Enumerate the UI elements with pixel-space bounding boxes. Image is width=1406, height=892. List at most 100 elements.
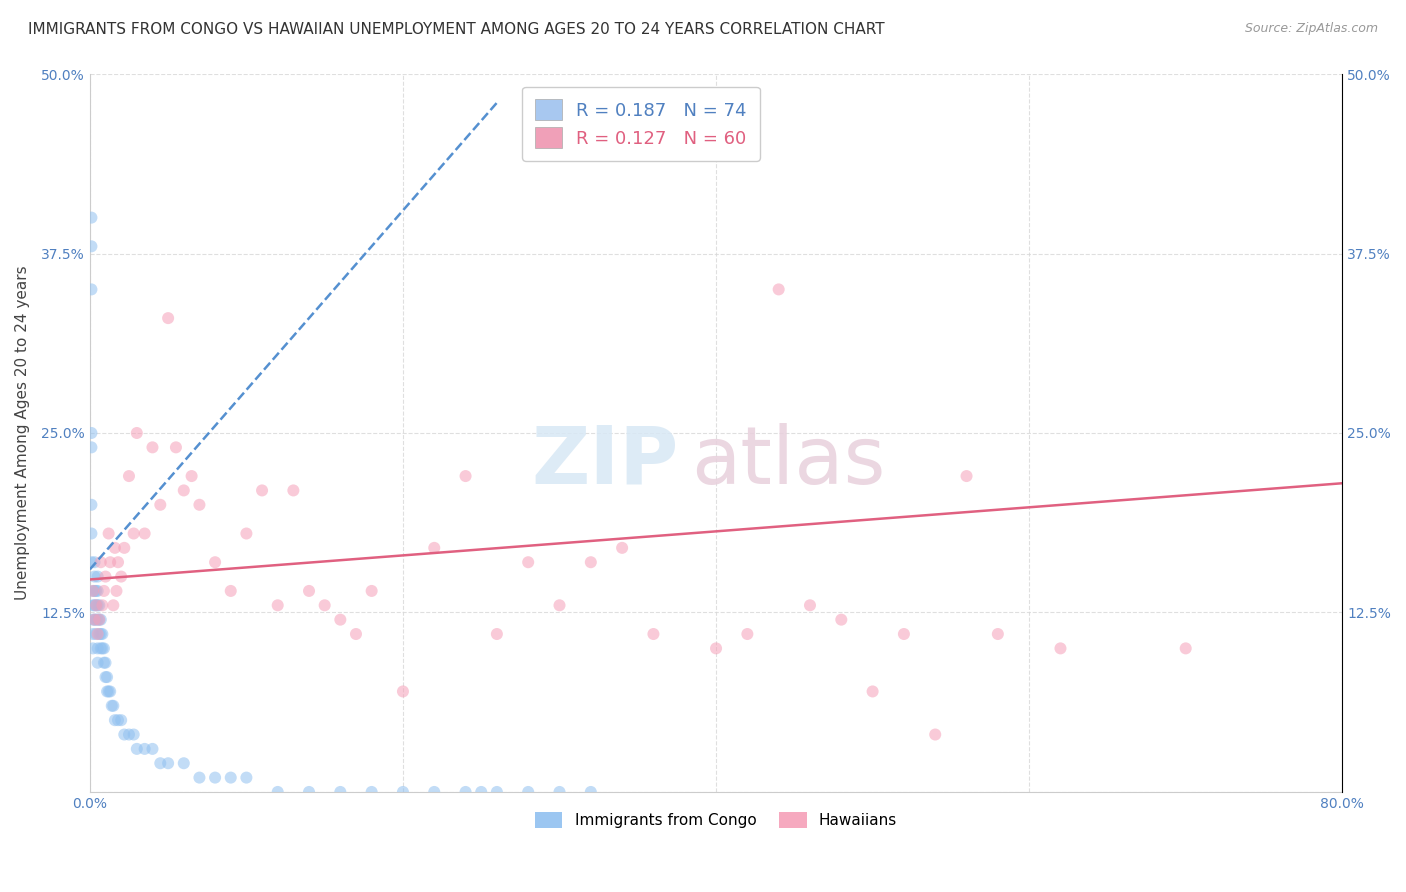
Point — [93, 583, 115, 598]
Point — [610, 541, 633, 555]
Point — [267, 599, 290, 613]
Point — [893, 627, 915, 641]
Point — [149, 756, 172, 771]
Point — [1174, 641, 1197, 656]
Text: ZIP: ZIP — [531, 423, 679, 500]
Point — [82, 583, 104, 598]
Point — [924, 727, 946, 741]
Point — [80, 282, 103, 296]
Point — [94, 569, 117, 583]
Point — [103, 599, 125, 613]
Point — [141, 441, 163, 455]
Point — [80, 498, 103, 512]
Point — [89, 599, 111, 613]
Point — [98, 684, 121, 698]
Point — [86, 613, 108, 627]
Point — [97, 526, 120, 541]
Point — [83, 583, 105, 598]
Point — [517, 555, 540, 569]
Point — [862, 684, 884, 698]
Point — [86, 599, 108, 613]
Point — [485, 627, 508, 641]
Point — [118, 727, 141, 741]
Point — [125, 425, 148, 440]
Point — [134, 742, 156, 756]
Point — [83, 613, 105, 627]
Point — [83, 569, 105, 583]
Point — [329, 613, 352, 627]
Point — [548, 785, 571, 799]
Point — [96, 684, 118, 698]
Point — [165, 441, 187, 455]
Point — [122, 727, 145, 741]
Point — [344, 627, 367, 641]
Point — [83, 555, 105, 569]
Point — [283, 483, 305, 498]
Point — [112, 541, 135, 555]
Point — [454, 469, 477, 483]
Point — [90, 555, 112, 569]
Point — [737, 627, 759, 641]
Point — [643, 627, 665, 641]
Point — [188, 498, 211, 512]
Point — [80, 526, 103, 541]
Point — [454, 785, 477, 799]
Point — [100, 698, 122, 713]
Text: atlas: atlas — [690, 423, 886, 500]
Point — [517, 785, 540, 799]
Point — [94, 656, 117, 670]
Point — [125, 742, 148, 756]
Point — [82, 641, 104, 656]
Point — [149, 498, 172, 512]
Point — [485, 785, 508, 799]
Point — [180, 469, 202, 483]
Point — [470, 785, 492, 799]
Point — [267, 785, 290, 799]
Point — [84, 599, 107, 613]
Point — [314, 599, 336, 613]
Point — [97, 684, 120, 698]
Point — [89, 627, 111, 641]
Point — [82, 627, 104, 641]
Point — [1049, 641, 1071, 656]
Point — [579, 785, 602, 799]
Point — [90, 627, 112, 641]
Point — [704, 641, 727, 656]
Point — [83, 613, 105, 627]
Point — [86, 656, 108, 670]
Point — [112, 727, 135, 741]
Point — [955, 469, 977, 483]
Point — [141, 742, 163, 756]
Point — [173, 756, 195, 771]
Point — [110, 713, 132, 727]
Text: IMMIGRANTS FROM CONGO VS HAWAIIAN UNEMPLOYMENT AMONG AGES 20 TO 24 YEARS CORRELA: IMMIGRANTS FROM CONGO VS HAWAIIAN UNEMPL… — [28, 22, 884, 37]
Point — [134, 526, 156, 541]
Point — [768, 282, 790, 296]
Point — [86, 641, 108, 656]
Point — [86, 627, 108, 641]
Point — [392, 785, 415, 799]
Point — [107, 555, 129, 569]
Point — [80, 555, 103, 569]
Point — [89, 613, 111, 627]
Point — [204, 771, 226, 785]
Point — [122, 526, 145, 541]
Point — [830, 613, 852, 627]
Point — [173, 483, 195, 498]
Point — [392, 684, 415, 698]
Point — [89, 613, 111, 627]
Point — [298, 785, 321, 799]
Point — [423, 541, 446, 555]
Point — [104, 541, 127, 555]
Point — [84, 627, 107, 641]
Point — [91, 599, 114, 613]
Text: Source: ZipAtlas.com: Source: ZipAtlas.com — [1244, 22, 1378, 36]
Point — [118, 469, 141, 483]
Point — [82, 599, 104, 613]
Point — [90, 641, 112, 656]
Point — [110, 569, 132, 583]
Point — [86, 569, 108, 583]
Point — [93, 656, 115, 670]
Point — [90, 613, 112, 627]
Point — [204, 555, 226, 569]
